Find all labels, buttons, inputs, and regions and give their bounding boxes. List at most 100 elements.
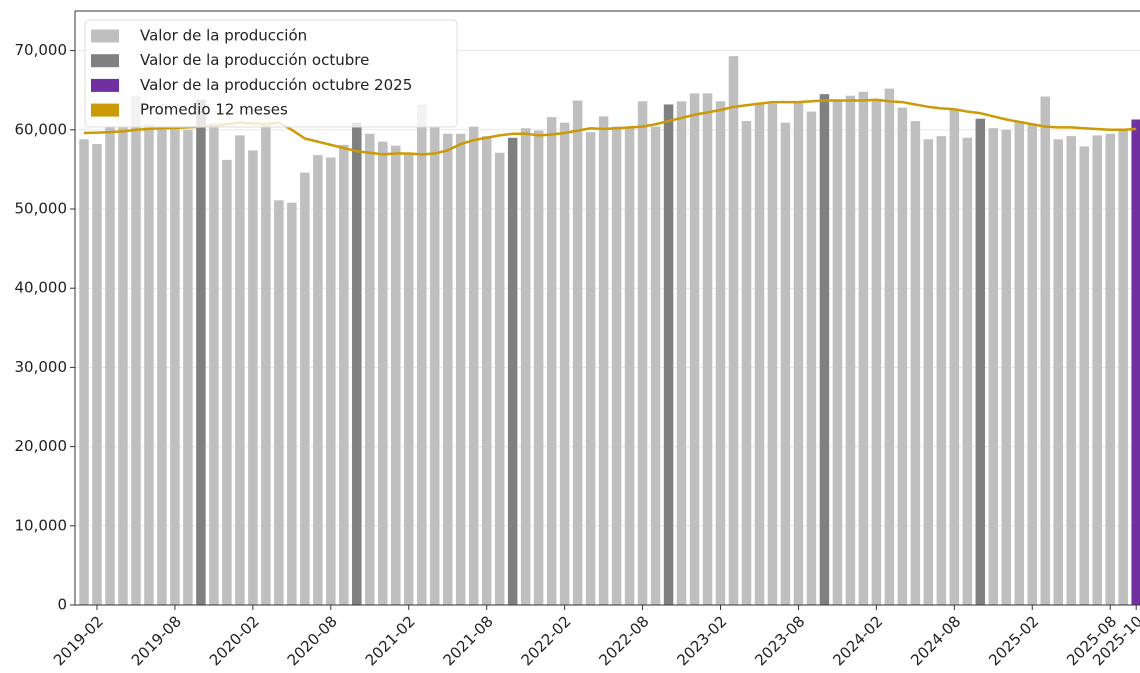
bar [741,121,752,605]
bar [507,137,518,605]
x-tick-label: 2020-08 [284,612,341,669]
bar [910,121,921,605]
bar [1066,136,1076,606]
bar [170,125,180,605]
bar [79,139,89,605]
legend-label: Valor de la producción [140,27,307,45]
bar [988,128,999,605]
bar [274,200,284,605]
bar [598,116,609,605]
bar [1092,135,1102,605]
bar [1079,146,1089,605]
plot-area [79,56,1140,606]
y-tick-label: 50,000 [15,200,68,218]
bar [624,126,635,605]
bar [637,101,648,606]
x-tick-label: 2019-08 [128,612,185,669]
bar [261,122,271,605]
bar [780,122,791,605]
legend-label: Promedio 12 meses [140,101,288,119]
bar [611,126,622,605]
x-tick-label: 2024-02 [829,612,886,669]
bar [313,155,323,606]
bar [209,123,219,606]
bar [650,126,661,605]
bar [118,127,128,605]
y-tick-label: 0 [57,596,67,614]
bar [559,122,570,605]
bar [689,93,700,606]
legend: Valor de la producción Valor de la produc… [84,19,458,128]
legend-swatch [91,54,119,68]
bar [767,103,778,605]
y-tick-label: 60,000 [15,120,68,138]
bar [546,117,557,606]
bar [1105,133,1115,605]
bar [391,145,401,605]
bar [339,144,349,605]
x-tick-label: 2021-02 [362,612,419,669]
x-tick-label: 2019-02 [50,612,107,669]
x-tick-label: 2025-02 [985,612,1042,669]
bar [676,101,687,606]
bar [352,122,362,605]
bar [365,133,375,605]
bar [533,130,544,606]
legend-swatch [91,103,119,117]
bar [884,88,895,606]
legend-swatch [91,78,119,92]
x-tick-label: 2023-02 [673,612,730,669]
bar [105,126,115,605]
bar [248,150,258,605]
bar [442,133,453,605]
bar [196,99,206,605]
bar [404,152,414,605]
x-tick-label: 2022-08 [596,612,653,669]
bar [1118,130,1128,606]
bar [572,100,583,605]
legend-box [84,19,458,128]
y-tick-label: 70,000 [15,41,68,59]
bar [1027,124,1038,606]
x-tick-label: 2023-08 [751,612,808,669]
bar [92,144,102,605]
legend-label: Valor de la producción octubre [140,51,369,69]
bar [832,100,843,605]
bar [481,136,492,606]
bar [1053,139,1063,605]
legend-label: Valor de la producción octubre 2025 [140,76,412,94]
bar [235,135,245,605]
bar [416,104,427,606]
bar [585,132,596,605]
bar [793,101,804,606]
x-tick-label: 2022-02 [518,612,575,669]
bar [144,124,154,606]
bar [429,126,440,605]
bar [222,159,232,605]
bar [494,152,505,605]
bar [871,100,882,605]
x-tick-label: 2024-08 [907,612,964,669]
y-tick-label: 20,000 [15,437,68,455]
bar [131,95,141,605]
bar [923,139,934,605]
bar [287,202,297,605]
bar [157,127,167,605]
bar [326,157,336,605]
bar [378,141,388,605]
bar [806,111,817,606]
bar [845,95,856,605]
x-tick-label: 2020-02 [206,612,263,669]
bar [300,172,310,605]
y-tick-label: 10,000 [15,516,68,534]
bar [1040,96,1051,605]
bar [455,133,466,605]
bar [715,101,726,606]
y-tick-label: 40,000 [15,279,68,297]
bar [975,118,986,605]
bar [702,93,713,606]
bar [728,56,739,606]
legend-swatch [91,29,119,43]
